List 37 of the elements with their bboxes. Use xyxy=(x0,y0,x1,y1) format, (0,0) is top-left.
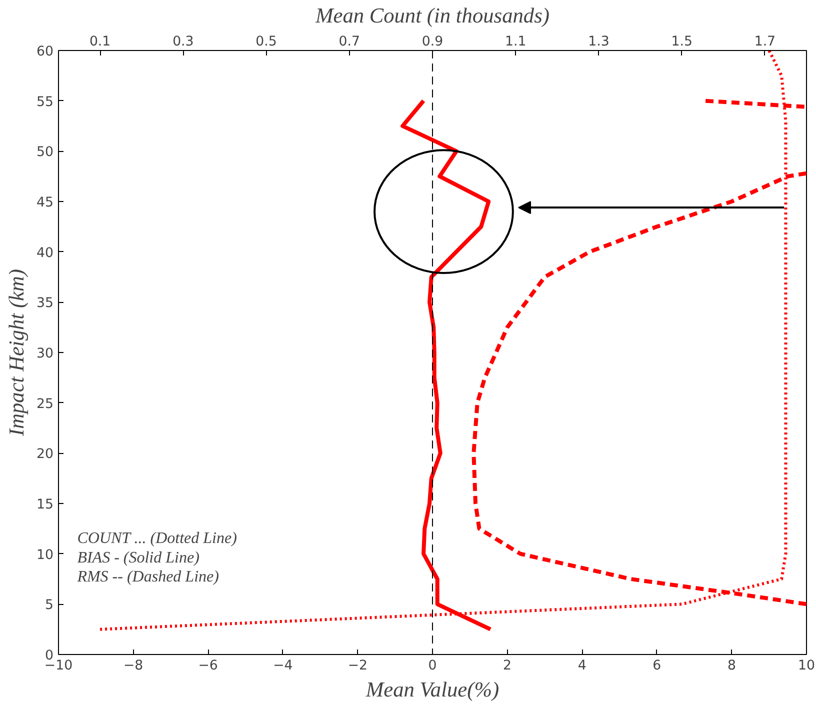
annotation: COUNT ... (Dotted Line) xyxy=(77,530,237,548)
x2-tick-label: 1.5 xyxy=(671,34,692,50)
x-tick-label: −4 xyxy=(273,658,293,674)
y-tick-label: 45 xyxy=(36,196,54,210)
y-axis-title: Impact Height (km) xyxy=(4,268,29,438)
x2-axis-title: Mean Count (in thousands) xyxy=(314,4,550,28)
x-tick-label: −6 xyxy=(198,658,218,674)
x2-tick-label: 1.3 xyxy=(588,34,610,50)
y-tick-label: 30 xyxy=(36,346,54,362)
x-tick-label: 0 xyxy=(428,658,437,674)
y-tick-label: 35 xyxy=(36,296,54,312)
x-tick-label: 8 xyxy=(727,658,736,674)
x2-tick-label: 0.3 xyxy=(172,34,194,50)
x2-tick-label: 0.5 xyxy=(256,34,277,50)
x2-tick-label: 0.1 xyxy=(89,34,111,50)
x-tick-label: 10 xyxy=(798,658,815,674)
y-tick-label: 25 xyxy=(36,396,54,412)
y-tick-label: 40 xyxy=(36,246,54,261)
y-tick-label: 50 xyxy=(36,145,54,160)
x-tick-label: −2 xyxy=(348,658,368,674)
x-tick-label: 2 xyxy=(503,658,512,674)
x-tick-label: 6 xyxy=(652,658,662,674)
y-tick-label: 15 xyxy=(36,498,54,512)
x-tick-label: 4 xyxy=(578,658,586,674)
y-tick-label: 10 xyxy=(36,548,54,563)
x-tick-label: −8 xyxy=(123,658,144,674)
x2-tick-label: 1.7 xyxy=(754,34,776,50)
y-tick-label: 20 xyxy=(36,447,54,462)
x2-tick-label: 0.7 xyxy=(338,34,360,50)
x2-tick-label: 1.1 xyxy=(505,34,526,50)
x-axis-title: Mean Value(%) xyxy=(364,678,500,702)
y-tick-label: 55 xyxy=(36,94,54,110)
y-tick-label: 5 xyxy=(45,598,54,614)
annotation: BIAS - (Solid Line) xyxy=(77,549,200,566)
y-tick-label: 60 xyxy=(36,44,54,60)
annotation: RMS -- (Dashed Line) xyxy=(76,568,219,586)
x2-tick-label: 0.9 xyxy=(422,34,444,50)
